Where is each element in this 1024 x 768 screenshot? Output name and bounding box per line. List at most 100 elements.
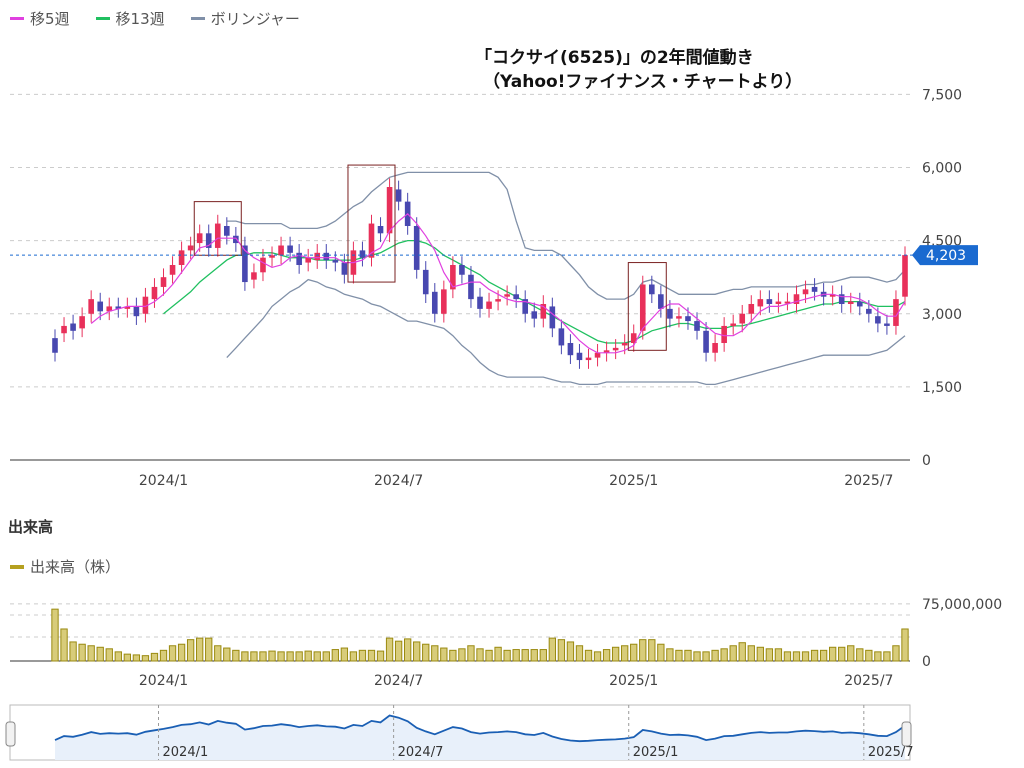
current-price-label: 4,203	[926, 248, 966, 264]
candle-body	[784, 301, 791, 304]
candle-body	[377, 226, 384, 234]
candle-body	[866, 308, 872, 314]
volume-bar	[774, 648, 783, 662]
navigator-right-handle[interactable]	[901, 721, 912, 747]
volume-bar	[60, 628, 68, 662]
volume-bar	[168, 645, 177, 662]
candle-body	[477, 296, 483, 309]
volume-bar	[838, 646, 846, 662]
candle-body	[667, 308, 673, 319]
highlight-box	[347, 164, 396, 283]
volume-bar	[566, 641, 575, 662]
navigator-x-tick-label: 2025/7	[868, 745, 914, 760]
bollinger-lower-line	[226, 278, 906, 386]
candle-body	[70, 323, 76, 331]
volume-bar	[159, 649, 168, 662]
candle-body	[495, 299, 501, 302]
volume-bar	[268, 650, 276, 662]
legend-ma5-label: 移5週	[30, 10, 70, 28]
candle-body	[486, 301, 492, 309]
volume-legend-label: 出来高（株）	[30, 558, 121, 576]
volume-bar	[584, 649, 593, 662]
price-x-tick-label: 2025/1	[609, 473, 658, 489]
legend-bollinger[interactable]: ボリンジャー	[190, 8, 300, 29]
volume-bar	[648, 639, 656, 662]
volume-bar	[521, 649, 529, 662]
volume-bar	[449, 649, 457, 662]
candle-body	[52, 338, 58, 353]
legend-ma5[interactable]: 移5週	[10, 8, 70, 29]
chart-legend: 移5週 移13週 ボリンジャー	[10, 8, 300, 29]
legend-ma13-swatch	[95, 17, 110, 20]
candle-body	[260, 257, 266, 273]
volume-bar	[78, 643, 86, 662]
volume-bar	[485, 649, 493, 662]
candle-body	[251, 272, 257, 280]
candle-body	[196, 233, 203, 244]
volume-bar	[458, 648, 466, 662]
volume-bar	[96, 646, 104, 662]
candle-body	[395, 189, 402, 202]
bollinger-upper-line	[226, 171, 906, 300]
volume-bar	[494, 646, 502, 662]
legend-ma13[interactable]: 移13週	[95, 8, 165, 29]
candle-body	[459, 265, 465, 275]
volume-bar	[422, 643, 430, 662]
candle-body	[811, 286, 818, 292]
candle-body	[124, 306, 131, 309]
volume-bar	[394, 640, 403, 662]
candle-body	[450, 265, 456, 290]
candle-body	[522, 299, 529, 314]
volume-bar	[810, 649, 819, 662]
volume-bar	[223, 647, 231, 662]
volume-bar	[856, 648, 864, 662]
volume-bar	[349, 651, 358, 662]
candle-body	[893, 299, 899, 326]
volume-bar	[639, 639, 647, 662]
volume-bar	[304, 650, 312, 662]
volume-bar	[150, 652, 159, 662]
navigator-line	[54, 714, 906, 743]
volume-bar	[467, 645, 475, 662]
candle-body	[278, 245, 284, 256]
candle-body	[61, 325, 67, 334]
navigator-x-tick-label: 2024/1	[163, 745, 209, 760]
volume-bar	[205, 637, 213, 662]
volume-bar	[313, 651, 321, 662]
volume-bar	[385, 637, 394, 662]
candle-body	[540, 304, 547, 319]
volume-bar	[376, 650, 385, 662]
volume-bar	[232, 649, 240, 662]
navigator-left-handle[interactable]	[5, 721, 16, 747]
volume-bar	[196, 637, 204, 662]
candle-body	[685, 316, 691, 322]
volume-bar	[431, 645, 439, 662]
candle-body	[558, 328, 565, 346]
volume-bar	[358, 649, 367, 662]
volume-legend[interactable]: 出来高（株）	[10, 556, 120, 577]
candle-body	[296, 252, 302, 265]
volume-bar	[503, 649, 511, 662]
candle-body	[106, 306, 113, 312]
candle-body	[766, 299, 773, 304]
candle-body	[97, 301, 104, 312]
volume-heading: 出来高	[8, 518, 54, 536]
candle-body	[314, 252, 321, 261]
candle-body	[242, 245, 248, 283]
volume-bar	[557, 639, 566, 662]
price-y-tick-label: 3,000	[922, 307, 962, 323]
price-y-tick-label: 0	[922, 453, 931, 469]
candle-body	[703, 330, 709, 353]
volume-x-tick-label: 2024/1	[139, 673, 188, 689]
volume-bar	[892, 645, 900, 662]
volume-bar	[711, 649, 719, 662]
volume-bar	[828, 646, 837, 662]
candle-body	[178, 250, 185, 265]
candle-body	[649, 284, 655, 295]
volume-y-tick-label: 0	[922, 654, 931, 670]
volume-bar	[865, 649, 873, 662]
volume-bar	[340, 647, 349, 662]
volume-bar	[367, 649, 376, 662]
navigator-x-tick-label: 2024/7	[398, 745, 444, 760]
